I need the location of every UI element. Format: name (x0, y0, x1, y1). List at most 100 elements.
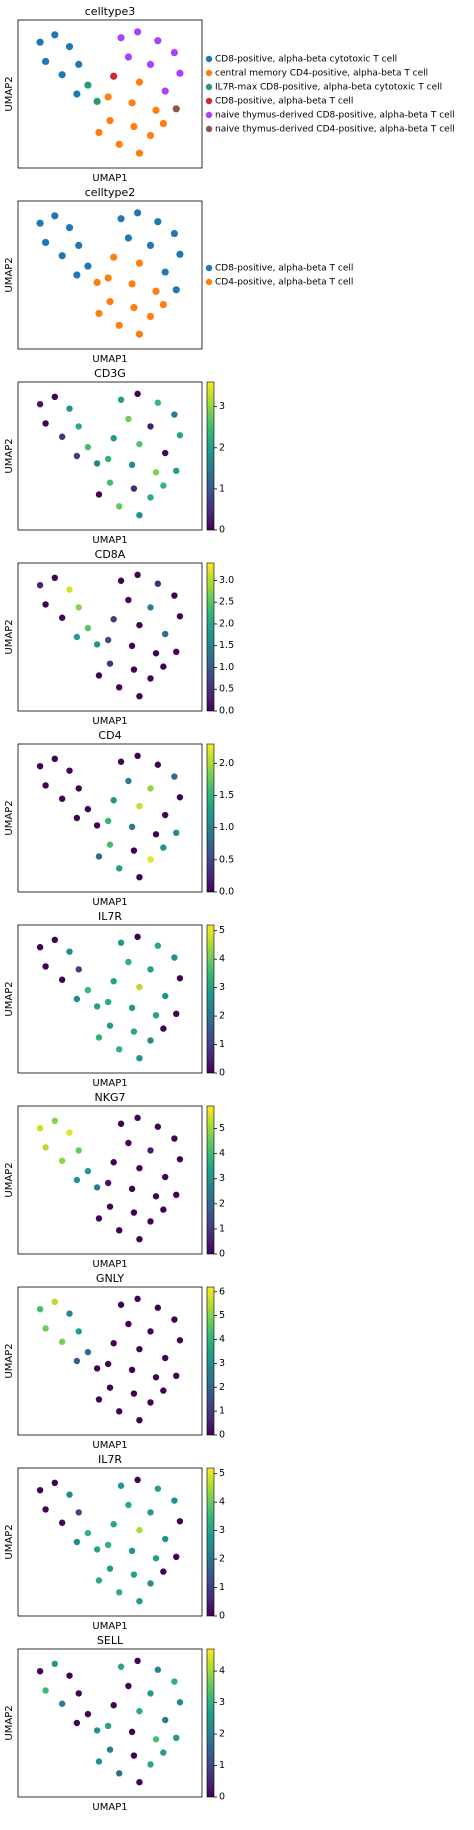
point (171, 592, 178, 599)
point (93, 278, 101, 286)
point (154, 1304, 162, 1311)
point (104, 998, 112, 1006)
point (128, 1185, 136, 1193)
point (176, 1337, 184, 1344)
point (172, 105, 180, 113)
panel-title: celltype2 (85, 186, 136, 199)
point (106, 479, 114, 486)
point (162, 1173, 169, 1181)
colorbar-tick-label: 3.0 (219, 575, 234, 586)
point (95, 1215, 103, 1222)
point (130, 1028, 138, 1035)
point (154, 1123, 162, 1130)
point (176, 1518, 184, 1525)
point (42, 1325, 49, 1332)
point (93, 1003, 101, 1010)
point (106, 1746, 114, 1753)
colorbar-tick-label: 3 (219, 1358, 225, 1369)
point (152, 1555, 160, 1562)
point (130, 303, 138, 312)
colorbar-tick-label: 2.0 (219, 758, 234, 769)
colorbar (206, 1105, 215, 1255)
point (51, 1298, 58, 1306)
point (160, 482, 167, 489)
point (106, 298, 114, 306)
colorbar (206, 743, 215, 893)
x-axis-label: UMAP1 (92, 1440, 127, 1451)
colorbar-tick-label: 4 (219, 1666, 225, 1677)
colorbar-tick-label: 4 (219, 1334, 225, 1345)
point (128, 461, 136, 469)
point (128, 1004, 136, 1012)
point (110, 1340, 117, 1347)
legend-marker (205, 125, 213, 133)
point (159, 120, 167, 128)
point (147, 1690, 154, 1697)
x-axis-label: UMAP1 (92, 1259, 127, 1270)
colorbar-tick-label: 0 (219, 1068, 225, 1079)
point (173, 1191, 180, 1199)
point (162, 630, 169, 638)
point (110, 435, 117, 442)
point (136, 983, 143, 991)
point (128, 1366, 136, 1374)
legend-marker (205, 69, 213, 77)
point (66, 1310, 73, 1317)
point (154, 942, 162, 949)
y-axis-label: UMAP2 (4, 1343, 15, 1378)
point (136, 874, 143, 881)
colorbar-tick-label: 2 (219, 442, 225, 453)
point (154, 218, 162, 226)
plot-frame (17, 1105, 203, 1255)
x-axis-label: UMAP1 (92, 354, 127, 365)
point (147, 856, 154, 863)
point (75, 241, 83, 249)
point (93, 1365, 101, 1372)
point (160, 1568, 167, 1575)
legend-label: CD4-positive, alpha-beta T cell (215, 278, 353, 288)
point (117, 1663, 125, 1670)
colorbar-tick-label: 1 (219, 1039, 225, 1050)
point (130, 485, 138, 492)
point (125, 958, 132, 966)
point (173, 829, 180, 836)
point (147, 785, 154, 792)
point (42, 1506, 49, 1513)
point (42, 1144, 49, 1151)
point (84, 1710, 92, 1718)
point (95, 1396, 103, 1403)
colorbar-tick-label: 0.5 (219, 854, 234, 865)
point (136, 1236, 143, 1243)
point (125, 596, 132, 604)
point (147, 1328, 154, 1335)
point (176, 1156, 184, 1163)
point (58, 1700, 66, 1707)
point (58, 1519, 66, 1526)
colorbar (206, 1648, 215, 1798)
point (136, 1707, 143, 1715)
legend-marker (205, 55, 213, 63)
point (115, 140, 123, 148)
point (176, 250, 184, 258)
point (162, 449, 169, 457)
point (135, 78, 144, 86)
point (160, 1387, 167, 1394)
point (173, 467, 180, 474)
point (171, 1316, 178, 1323)
point (136, 440, 143, 448)
y-axis-label: UMAP2 (4, 1524, 15, 1559)
point (162, 1535, 169, 1543)
plot-frame (17, 924, 203, 1074)
plot-frame (17, 381, 203, 531)
panel-title: IL7R (98, 1453, 122, 1466)
colorbar-tick-label: 0.5 (219, 684, 234, 695)
colorbar-tick-label: 5 (219, 925, 225, 936)
point (110, 253, 118, 261)
point (42, 963, 49, 970)
point (104, 93, 112, 101)
y-axis-label: UMAP2 (4, 257, 15, 292)
point (176, 1699, 184, 1706)
point (130, 1209, 138, 1216)
legend-marker (205, 97, 213, 105)
colorbar-tick-label: 3 (219, 982, 225, 993)
